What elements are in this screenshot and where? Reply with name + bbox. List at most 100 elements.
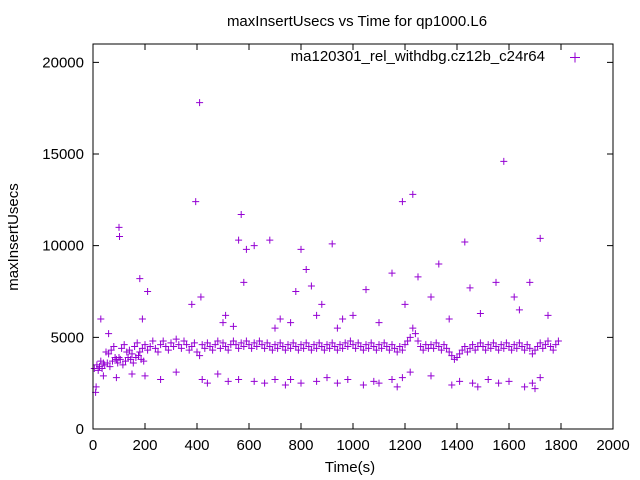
data-point: [138, 315, 146, 323]
data-point: [138, 344, 146, 352]
data-point: [365, 344, 373, 352]
data-point: [188, 343, 196, 350]
data-point: [352, 344, 360, 352]
data-point: [427, 293, 435, 301]
data-point: [430, 344, 438, 352]
data-point: [461, 238, 469, 246]
data-point: [167, 339, 175, 347]
data-point: [398, 198, 406, 206]
data-point: [209, 346, 217, 354]
data-point: [281, 381, 289, 389]
data-point: [531, 346, 539, 354]
data-point: [261, 379, 269, 387]
data-point: [235, 236, 243, 244]
data-point: [323, 341, 331, 349]
data-point: [401, 341, 409, 349]
data-point: [235, 376, 243, 383]
data-point: [372, 346, 380, 354]
data-point: [547, 343, 555, 350]
data-point: [224, 377, 232, 385]
data-point: [398, 374, 406, 382]
data-point: [432, 339, 440, 347]
data-point: [398, 346, 406, 354]
data-point: [192, 198, 200, 206]
data-point: [136, 275, 144, 283]
x-tick-label: 1800: [544, 437, 577, 454]
data-point: [276, 315, 284, 323]
data-point: [344, 343, 352, 350]
data-point: [105, 350, 113, 358]
data-point: [297, 341, 305, 349]
data-point: [445, 315, 453, 323]
plot-frame: [92, 43, 614, 430]
data-point: [125, 346, 133, 354]
data-point: [266, 343, 274, 350]
data-point: [140, 357, 148, 365]
y-tick-label: 20000: [42, 54, 84, 71]
data-point: [271, 341, 279, 349]
data-point: [307, 346, 315, 354]
data-point: [396, 343, 404, 350]
data-point: [136, 348, 144, 356]
data-point: [97, 315, 105, 323]
data-point: [456, 377, 464, 385]
data-point: [357, 343, 365, 350]
data-point: [323, 374, 331, 382]
data-point: [536, 374, 544, 382]
data-point: [495, 346, 503, 354]
data-point: [440, 341, 448, 349]
data-point: [183, 341, 191, 349]
data-point: [375, 319, 383, 327]
data-point: [188, 300, 196, 308]
data-point: [94, 366, 102, 374]
data-point: [492, 343, 500, 350]
data-point: [521, 346, 529, 354]
data-point: [393, 348, 401, 356]
data-points: [90, 99, 562, 396]
data-point: [500, 344, 508, 352]
data-point: [466, 344, 474, 352]
data-point: [497, 341, 505, 349]
data-point: [133, 339, 141, 347]
data-point: [313, 311, 321, 319]
legend-marker: [570, 52, 580, 63]
data-point: [474, 383, 482, 391]
data-point: [367, 339, 375, 347]
data-point: [333, 346, 341, 354]
data-point: [453, 354, 461, 361]
data-point: [287, 319, 295, 327]
data-point: [105, 330, 113, 338]
data-point: [518, 343, 526, 350]
data-point: [198, 341, 206, 349]
data-point: [409, 324, 417, 332]
data-point: [141, 341, 149, 349]
x-tick-label: 0: [89, 437, 97, 454]
data-point: [128, 350, 136, 358]
data-point: [370, 343, 378, 350]
data-point: [437, 346, 445, 354]
data-point: [203, 379, 211, 387]
data-point: [476, 339, 484, 347]
data-point: [297, 379, 305, 387]
data-point: [476, 310, 484, 317]
data-point: [336, 341, 344, 349]
data-point: [346, 337, 354, 345]
data-point: [196, 99, 204, 107]
data-point: [214, 370, 222, 378]
data-point: [333, 379, 341, 387]
data-point: [287, 376, 295, 383]
data-point: [144, 346, 152, 354]
data-point: [482, 346, 490, 354]
data-point: [263, 339, 271, 347]
data-point: [146, 343, 154, 350]
data-point: [344, 376, 352, 383]
data-point: [500, 157, 508, 165]
data-point: [536, 339, 544, 347]
data-point: [515, 339, 523, 347]
data-point: [505, 343, 513, 350]
data-point: [237, 211, 245, 218]
data-point: [362, 286, 370, 294]
data-point: [414, 337, 422, 345]
data-point: [541, 341, 549, 349]
y-axis-label: maxInsertUsecs: [5, 183, 22, 291]
